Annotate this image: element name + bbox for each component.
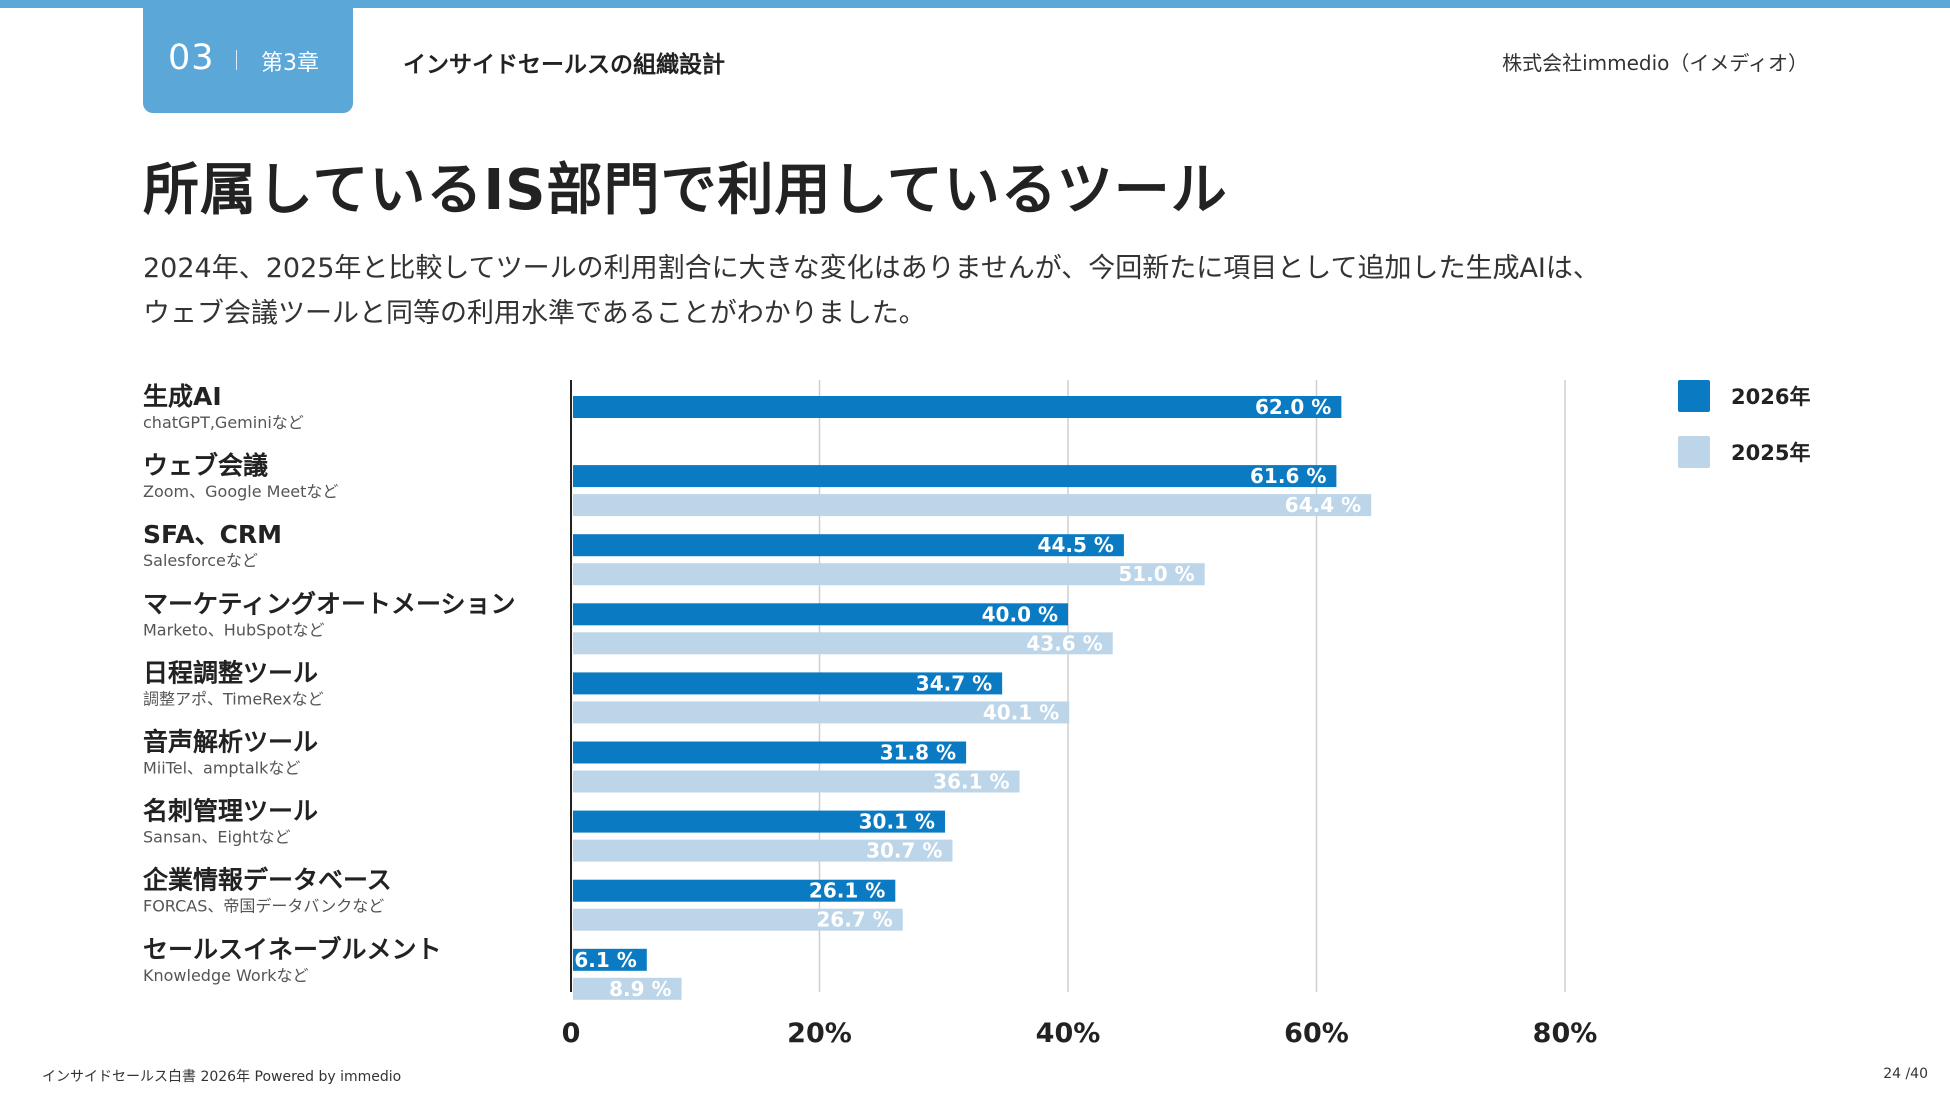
bar-previous (573, 977, 682, 1000)
chapter-tab: 03 第3章 (143, 0, 353, 113)
category-sublabel: MiiTel、amptalkなど (143, 759, 300, 778)
legend-swatch (1678, 436, 1710, 468)
category-sublabel: 調整アポ、TimeRexなど (143, 689, 324, 708)
chapter-number: 03 (168, 38, 215, 78)
bar-value-label: 40.0 % (982, 602, 1058, 626)
bar-previous (573, 701, 1070, 724)
bar-current (573, 810, 945, 833)
footer-source: インサイドセールス白書 2026年 Powered by immedio (42, 1069, 402, 1085)
bar-value-label: 44.5 % (1038, 533, 1114, 557)
bar-current (573, 465, 1337, 488)
bar-current (573, 741, 967, 764)
category-sublabel: Sansan、Eightなど (143, 828, 291, 847)
x-axis: 0 20% 40% 60% 80% (562, 380, 1598, 1049)
category-label: 企業情報データベース (143, 866, 392, 895)
x-tick-label: 20% (787, 1018, 852, 1049)
bar-value-label: 8.9 % (609, 977, 671, 1001)
bar-value-label: 51.0 % (1118, 562, 1194, 586)
category-sublabel: Salesforceなど (143, 551, 258, 570)
page-title: 所属しているIS部門で利用しているツール (143, 158, 1228, 223)
bar-value-label: 40.1 % (983, 700, 1059, 724)
x-tick-label: 60% (1284, 1018, 1349, 1049)
bar-value-label: 26.7 % (816, 908, 892, 932)
bar-current (573, 948, 647, 971)
legend-label: 2025年 (1731, 441, 1810, 465)
bar-value-label: 26.1 % (809, 879, 885, 903)
bar-current (573, 603, 1068, 626)
category-label: 日程調整ツール (143, 658, 318, 687)
category-sublabel: Zoom、Google Meetなど (143, 482, 338, 501)
category-sublabel: FORCAS、帝国データバンクなど (143, 897, 384, 916)
x-tick-label: 40% (1036, 1018, 1101, 1049)
section-title: インサイドセールスの組織設計 (403, 52, 725, 78)
bar-previous (573, 494, 1372, 517)
x-tick-label: 0 (562, 1018, 581, 1049)
bar-value-label: 6.1 % (574, 948, 636, 972)
bar-value-label: 34.7 % (916, 671, 992, 695)
bar-value-label: 30.1 % (859, 810, 935, 834)
bar-previous (573, 770, 1020, 793)
bars: 62.0 % 61.6 % 64.4 % 44.5 %51.0 % 40.0 % 43.6… (573, 395, 1372, 1001)
page-number: 24 /40 (1883, 1066, 1928, 1082)
x-tick-label: 80% (1533, 1018, 1598, 1049)
bar-current (573, 396, 1342, 418)
category-label: ウェブ会議 (143, 451, 268, 480)
bar-value-label: 30.7 % (866, 839, 942, 863)
bar-value-label: 62.0 % (1255, 395, 1331, 419)
bar-previous (573, 908, 903, 931)
bar-previous (573, 632, 1113, 655)
top-accent-bar (0, 0, 1950, 8)
bar-previous (573, 563, 1205, 586)
bar-value-label: 64.4 % (1285, 493, 1361, 517)
legend: 2026年 2025年 (1678, 380, 1810, 468)
legend-swatch (1678, 380, 1710, 412)
bar-previous (573, 839, 953, 862)
bar-value-label: 61.6 % (1250, 464, 1326, 488)
category-label: 生成AI (143, 382, 222, 411)
description: 2024年、2025年と比較してツールの利用割合に大きな変化はありませんが、今回… (143, 246, 1600, 336)
company-name: 株式会社immedio（イメディオ） (1502, 51, 1808, 75)
category-label: 名刺管理ツール (143, 797, 318, 826)
legend-label: 2026年 (1731, 385, 1810, 409)
category-label: SFA、CRM (143, 520, 282, 549)
bar-current (573, 672, 1003, 695)
category-label: マーケティングオートメーション (143, 589, 516, 618)
tool-usage-bar-chart: 62.0 % 61.6 % 64.4 % 44.5 %51.0 % 40.0 % 43.6… (143, 380, 1810, 1049)
chapter-divider (236, 50, 237, 70)
bar-value-label: 31.8 % (880, 741, 956, 765)
bar-value-label: 36.1 % (933, 770, 1009, 794)
description-line-1: 2024年、2025年と比較してツールの利用割合に大きな変化はありませんが、今回… (143, 253, 1600, 284)
category-sublabel: Marketo、HubSpotなど (143, 620, 325, 639)
bar-current (573, 534, 1124, 557)
category-sublabel: Knowledge Workなど (143, 966, 309, 985)
category-label: セールスイネーブルメント (143, 935, 442, 964)
category-sublabel: chatGPT,Geminiなど (143, 413, 304, 432)
category-label: 音声解析ツール (143, 728, 318, 757)
bar-value-label: 43.6 % (1026, 631, 1102, 655)
bar-current (573, 879, 896, 902)
description-line-2: ウェブ会議ツールと同等の利用水準であることがわかりました。 (143, 298, 926, 329)
chapter-label: 第3章 (261, 51, 319, 76)
